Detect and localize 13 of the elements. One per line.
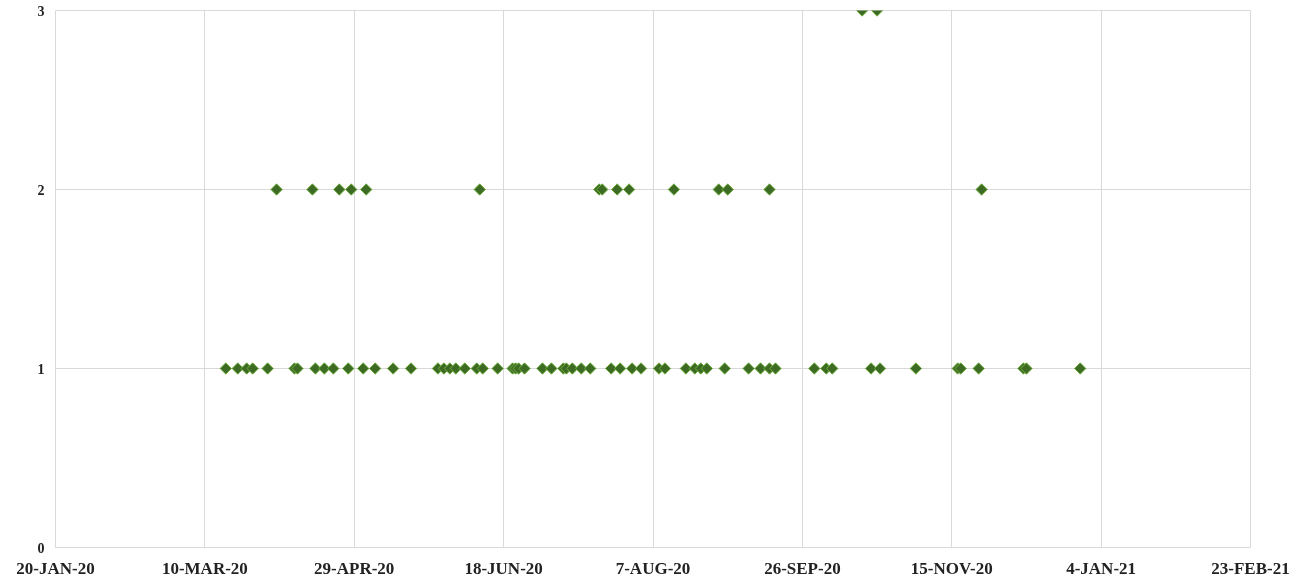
y-tick-label: 3 <box>37 3 45 19</box>
x-tick-label: 4-JAN-21 <box>1066 558 1137 578</box>
y-tick-label: 0 <box>37 540 45 556</box>
x-tick-label: 20-JAN-20 <box>16 558 95 578</box>
y-tick-label: 2 <box>37 182 45 198</box>
x-tick-label: 23-FEB-21 <box>1211 558 1290 578</box>
x-tick-label: 15-NOV-20 <box>910 558 993 578</box>
x-tick-label: 29-APR-20 <box>314 558 395 578</box>
x-tick-label: 26-SEP-20 <box>764 558 841 578</box>
y-tick-label: 1 <box>37 361 45 377</box>
x-tick-label: 10-MAR-20 <box>161 558 248 578</box>
x-tick-label: 18-JUN-20 <box>464 558 543 578</box>
x-tick-label: 7-AUG-20 <box>615 558 691 578</box>
